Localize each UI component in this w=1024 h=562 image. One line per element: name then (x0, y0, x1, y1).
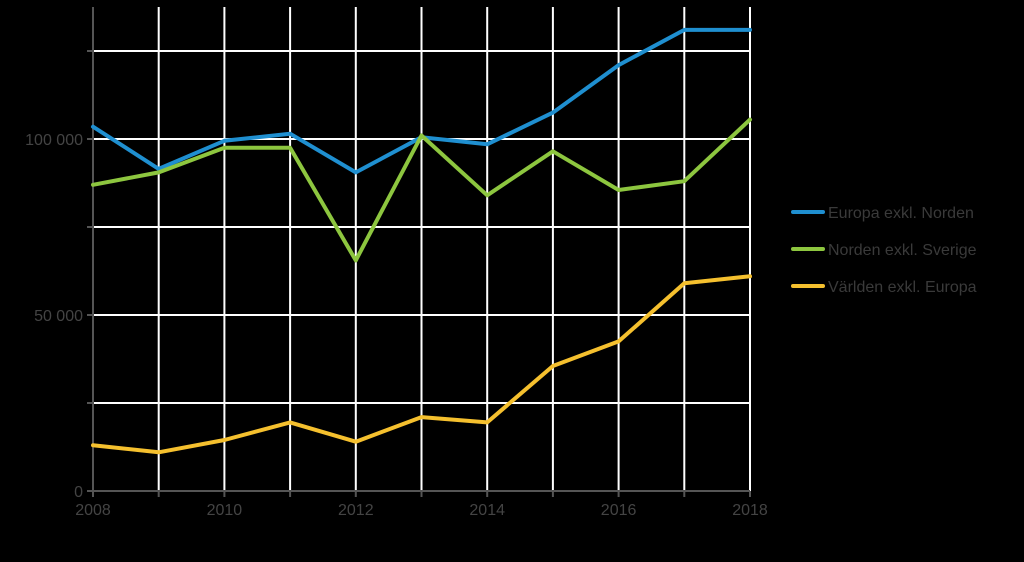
series-line-1 (91, 117, 752, 263)
tick-labels: 2008 2010 2012 2014 2016 2018 0 50 000 100 000 (25, 132, 768, 519)
y-tick-label: 100 000 (25, 132, 83, 149)
axes (87, 7, 751, 497)
y-tick-label: 50 000 (34, 308, 83, 325)
x-tick-label: 2010 (207, 502, 243, 519)
series-line-2 (91, 274, 752, 455)
legend: Europa exkl. Norden Norden exkl. Sverige V… (791, 205, 977, 296)
x-tick-label: 2008 (75, 502, 111, 519)
x-tick-label: 2018 (732, 502, 768, 519)
legend-label: Europa exkl. Norden (828, 205, 974, 222)
series-lines (91, 27, 752, 455)
x-tick-label: 2016 (601, 502, 637, 519)
grid (93, 7, 751, 491)
legend-label: Världen exkl. Europa (828, 279, 977, 296)
y-tick-label: 0 (74, 484, 83, 501)
x-tick-label: 2012 (338, 502, 374, 519)
x-tick-label: 2014 (469, 502, 505, 519)
legend-label: Norden exkl. Sverige (828, 242, 977, 259)
